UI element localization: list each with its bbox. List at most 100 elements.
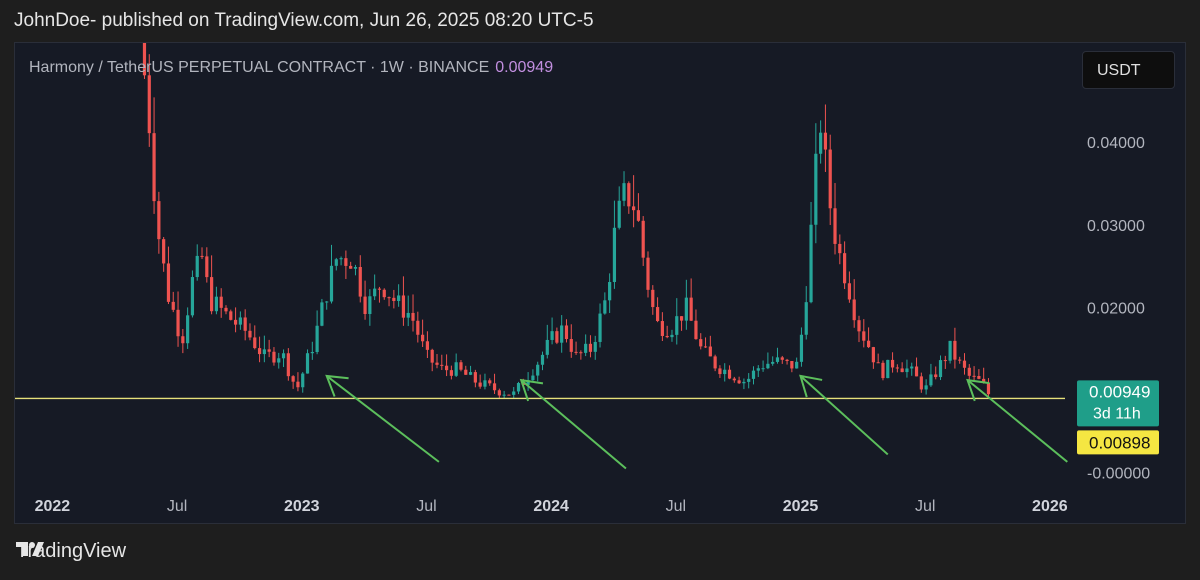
candle-body — [598, 313, 602, 342]
candle-body — [838, 243, 842, 254]
candle-body — [982, 378, 986, 383]
candle-body — [934, 374, 938, 378]
footer-brand-text: TradingView — [16, 540, 127, 562]
candle-body — [641, 220, 645, 258]
tradingview-logo-icon — [16, 542, 44, 556]
candle-body — [761, 368, 765, 370]
candle-body — [799, 334, 804, 362]
candle-body — [938, 360, 943, 378]
candle-body — [531, 375, 535, 381]
candle-body — [435, 362, 439, 365]
currency-button[interactable]: USDT — [1082, 51, 1175, 89]
candle-body — [555, 331, 559, 343]
candle-body — [986, 382, 991, 395]
annotation-arrowhead — [799, 374, 823, 398]
candle-body — [694, 320, 698, 340]
candle-body — [603, 300, 607, 314]
candle-body — [550, 331, 554, 340]
candle-body — [262, 349, 266, 355]
candle-body — [593, 341, 597, 352]
candle-body — [727, 369, 732, 379]
candle-body — [444, 365, 449, 371]
current-price-tag — [1077, 380, 1159, 427]
x-axis-tick-label: 2025 — [783, 498, 819, 515]
candle-body — [248, 330, 252, 338]
candle-body — [905, 368, 909, 373]
candle-body — [924, 385, 928, 390]
candle-body — [296, 381, 300, 388]
candle-body — [646, 257, 650, 290]
candle-body — [929, 374, 933, 386]
candle-body — [358, 267, 362, 297]
candle-body — [900, 368, 904, 373]
candle-body — [488, 380, 492, 384]
candle-body — [353, 267, 358, 269]
candle-body — [943, 360, 947, 362]
candle-body — [545, 339, 549, 355]
candle-body — [948, 340, 952, 361]
candle-body — [819, 132, 823, 154]
candle-body — [171, 301, 175, 310]
candle-body — [540, 354, 545, 365]
candle-body — [373, 288, 377, 297]
candle-body — [305, 353, 310, 374]
candle-body — [660, 321, 664, 336]
candle-body — [684, 297, 688, 321]
candle-body — [862, 331, 866, 341]
candle-body — [507, 394, 511, 396]
candle-body — [233, 319, 238, 325]
y-axis-tick-label: 0.04000 — [1087, 135, 1145, 152]
candle-body — [775, 357, 780, 362]
candle-body — [344, 258, 348, 266]
candle-body — [713, 356, 717, 369]
candle-body — [449, 370, 453, 376]
candle-body — [795, 361, 799, 369]
candle-body — [272, 351, 276, 363]
candle-body — [473, 372, 477, 383]
candle-body — [890, 359, 895, 368]
candle-body — [569, 339, 573, 352]
y-axis-tick-label: -0.00000 — [1087, 466, 1150, 483]
y-axis-tick-label: 0.02000 — [1087, 300, 1145, 317]
candle-body — [392, 297, 396, 302]
chart-panel[interactable]: 0.04000 0.03000 0.02000 -0.00000 2022 Jul 2023… — [14, 42, 1186, 524]
candle-body — [876, 362, 880, 364]
candle-body — [147, 75, 151, 134]
candle-body — [953, 340, 957, 360]
candle-body — [679, 316, 684, 321]
candle-body — [608, 282, 612, 301]
candle-body — [732, 378, 736, 381]
annotation-arrow — [520, 379, 627, 470]
annotation-arrowhead — [966, 378, 990, 402]
candlestick-chart[interactable]: 0.04000 0.03000 0.02000 -0.00000 2022 Jul 2023… — [15, 43, 1186, 524]
candle-body — [512, 391, 516, 395]
candle-body — [972, 375, 976, 377]
candle-body — [958, 359, 962, 361]
candle-body — [411, 312, 415, 321]
candle-body — [703, 346, 708, 348]
candle-body — [895, 367, 899, 369]
candle-body — [636, 210, 641, 221]
candle-body — [847, 283, 852, 300]
candle-body — [612, 227, 617, 283]
candle-body — [243, 317, 247, 331]
candle-body — [742, 381, 746, 384]
candle-body — [771, 361, 775, 364]
candle-body — [579, 352, 583, 354]
candle-body — [790, 361, 794, 369]
candle-body — [325, 301, 329, 303]
candle-body — [281, 353, 286, 359]
candle-body — [632, 206, 636, 211]
candle-body — [852, 299, 856, 321]
candle-body — [186, 315, 190, 344]
x-axis-tick-label: Jul — [416, 498, 436, 515]
candle-body — [157, 201, 161, 240]
candle-body — [526, 380, 530, 385]
candle-body — [363, 296, 367, 315]
candle-body — [584, 343, 588, 353]
candle-body — [277, 358, 281, 363]
candle-body — [814, 153, 818, 225]
candle-body — [723, 369, 727, 375]
candle-body — [430, 349, 434, 363]
candle-body — [780, 357, 784, 360]
